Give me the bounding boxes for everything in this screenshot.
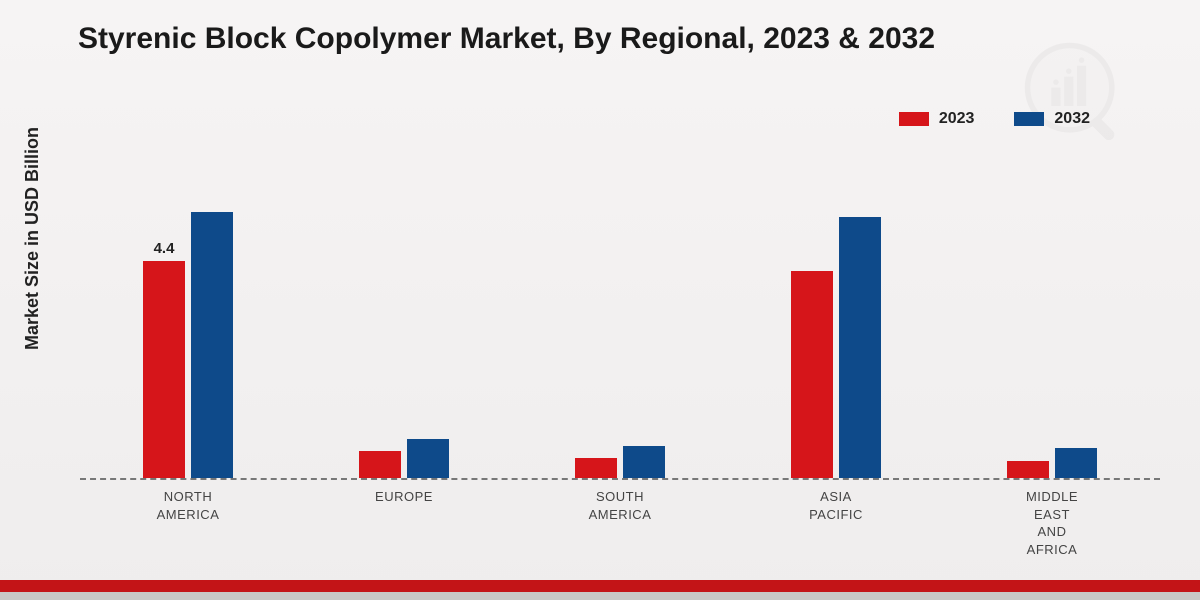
legend: 2023 2032 bbox=[899, 110, 1090, 128]
watermark-icon bbox=[1022, 40, 1132, 150]
category-label: MIDDLE EAST AND AFRICA bbox=[1026, 488, 1078, 558]
footer-red-strip bbox=[0, 580, 1200, 592]
y-axis-label: Market Size in USD Billion bbox=[22, 127, 43, 350]
bar-groups: 4.4NORTH AMERICA EUROPE SOUTH AMERICA ASIA … bbox=[80, 160, 1160, 480]
bar-pair bbox=[575, 446, 665, 478]
bar-2023 bbox=[143, 261, 185, 478]
plot-area: 4.4NORTH AMERICA EUROPE SOUTH AMERICA ASIA … bbox=[80, 160, 1160, 480]
bar-group: 4.4NORTH AMERICA bbox=[103, 160, 273, 480]
bar-2032 bbox=[191, 212, 233, 478]
category-label: SOUTH AMERICA bbox=[589, 488, 652, 523]
bar-group: ASIA PACIFIC bbox=[751, 160, 921, 480]
bar-2032 bbox=[1055, 448, 1097, 478]
swatch-2023 bbox=[899, 112, 929, 126]
bar-pair bbox=[359, 439, 449, 478]
bar-2032 bbox=[623, 446, 665, 478]
swatch-2032 bbox=[1014, 112, 1044, 126]
bar-value-label: 4.4 bbox=[134, 240, 194, 257]
bar-pair bbox=[1007, 448, 1097, 478]
bar-2023 bbox=[791, 271, 833, 478]
bar-2023 bbox=[1007, 461, 1049, 478]
category-label: EUROPE bbox=[375, 488, 433, 506]
bar-2023 bbox=[359, 451, 401, 478]
chart-canvas: Styrenic Block Copolymer Market, By Regi… bbox=[0, 0, 1200, 600]
footer-grey-strip bbox=[0, 592, 1200, 600]
legend-item-2023: 2023 bbox=[899, 110, 975, 128]
legend-label-2023: 2023 bbox=[939, 110, 975, 128]
bar-group: MIDDLE EAST AND AFRICA bbox=[967, 160, 1137, 480]
bar-2023 bbox=[575, 458, 617, 478]
chart-title: Styrenic Block Copolymer Market, By Regi… bbox=[78, 22, 935, 56]
legend-item-2032: 2032 bbox=[1014, 110, 1090, 128]
bar-2032 bbox=[839, 217, 881, 478]
category-label: ASIA PACIFIC bbox=[809, 488, 863, 523]
bar-group: SOUTH AMERICA bbox=[535, 160, 705, 480]
bar-group: EUROPE bbox=[319, 160, 489, 480]
bar-2032 bbox=[407, 439, 449, 478]
bar-pair bbox=[791, 217, 881, 478]
legend-label-2032: 2032 bbox=[1054, 110, 1090, 128]
category-label: NORTH AMERICA bbox=[157, 488, 220, 523]
x-axis-baseline bbox=[80, 478, 1160, 480]
